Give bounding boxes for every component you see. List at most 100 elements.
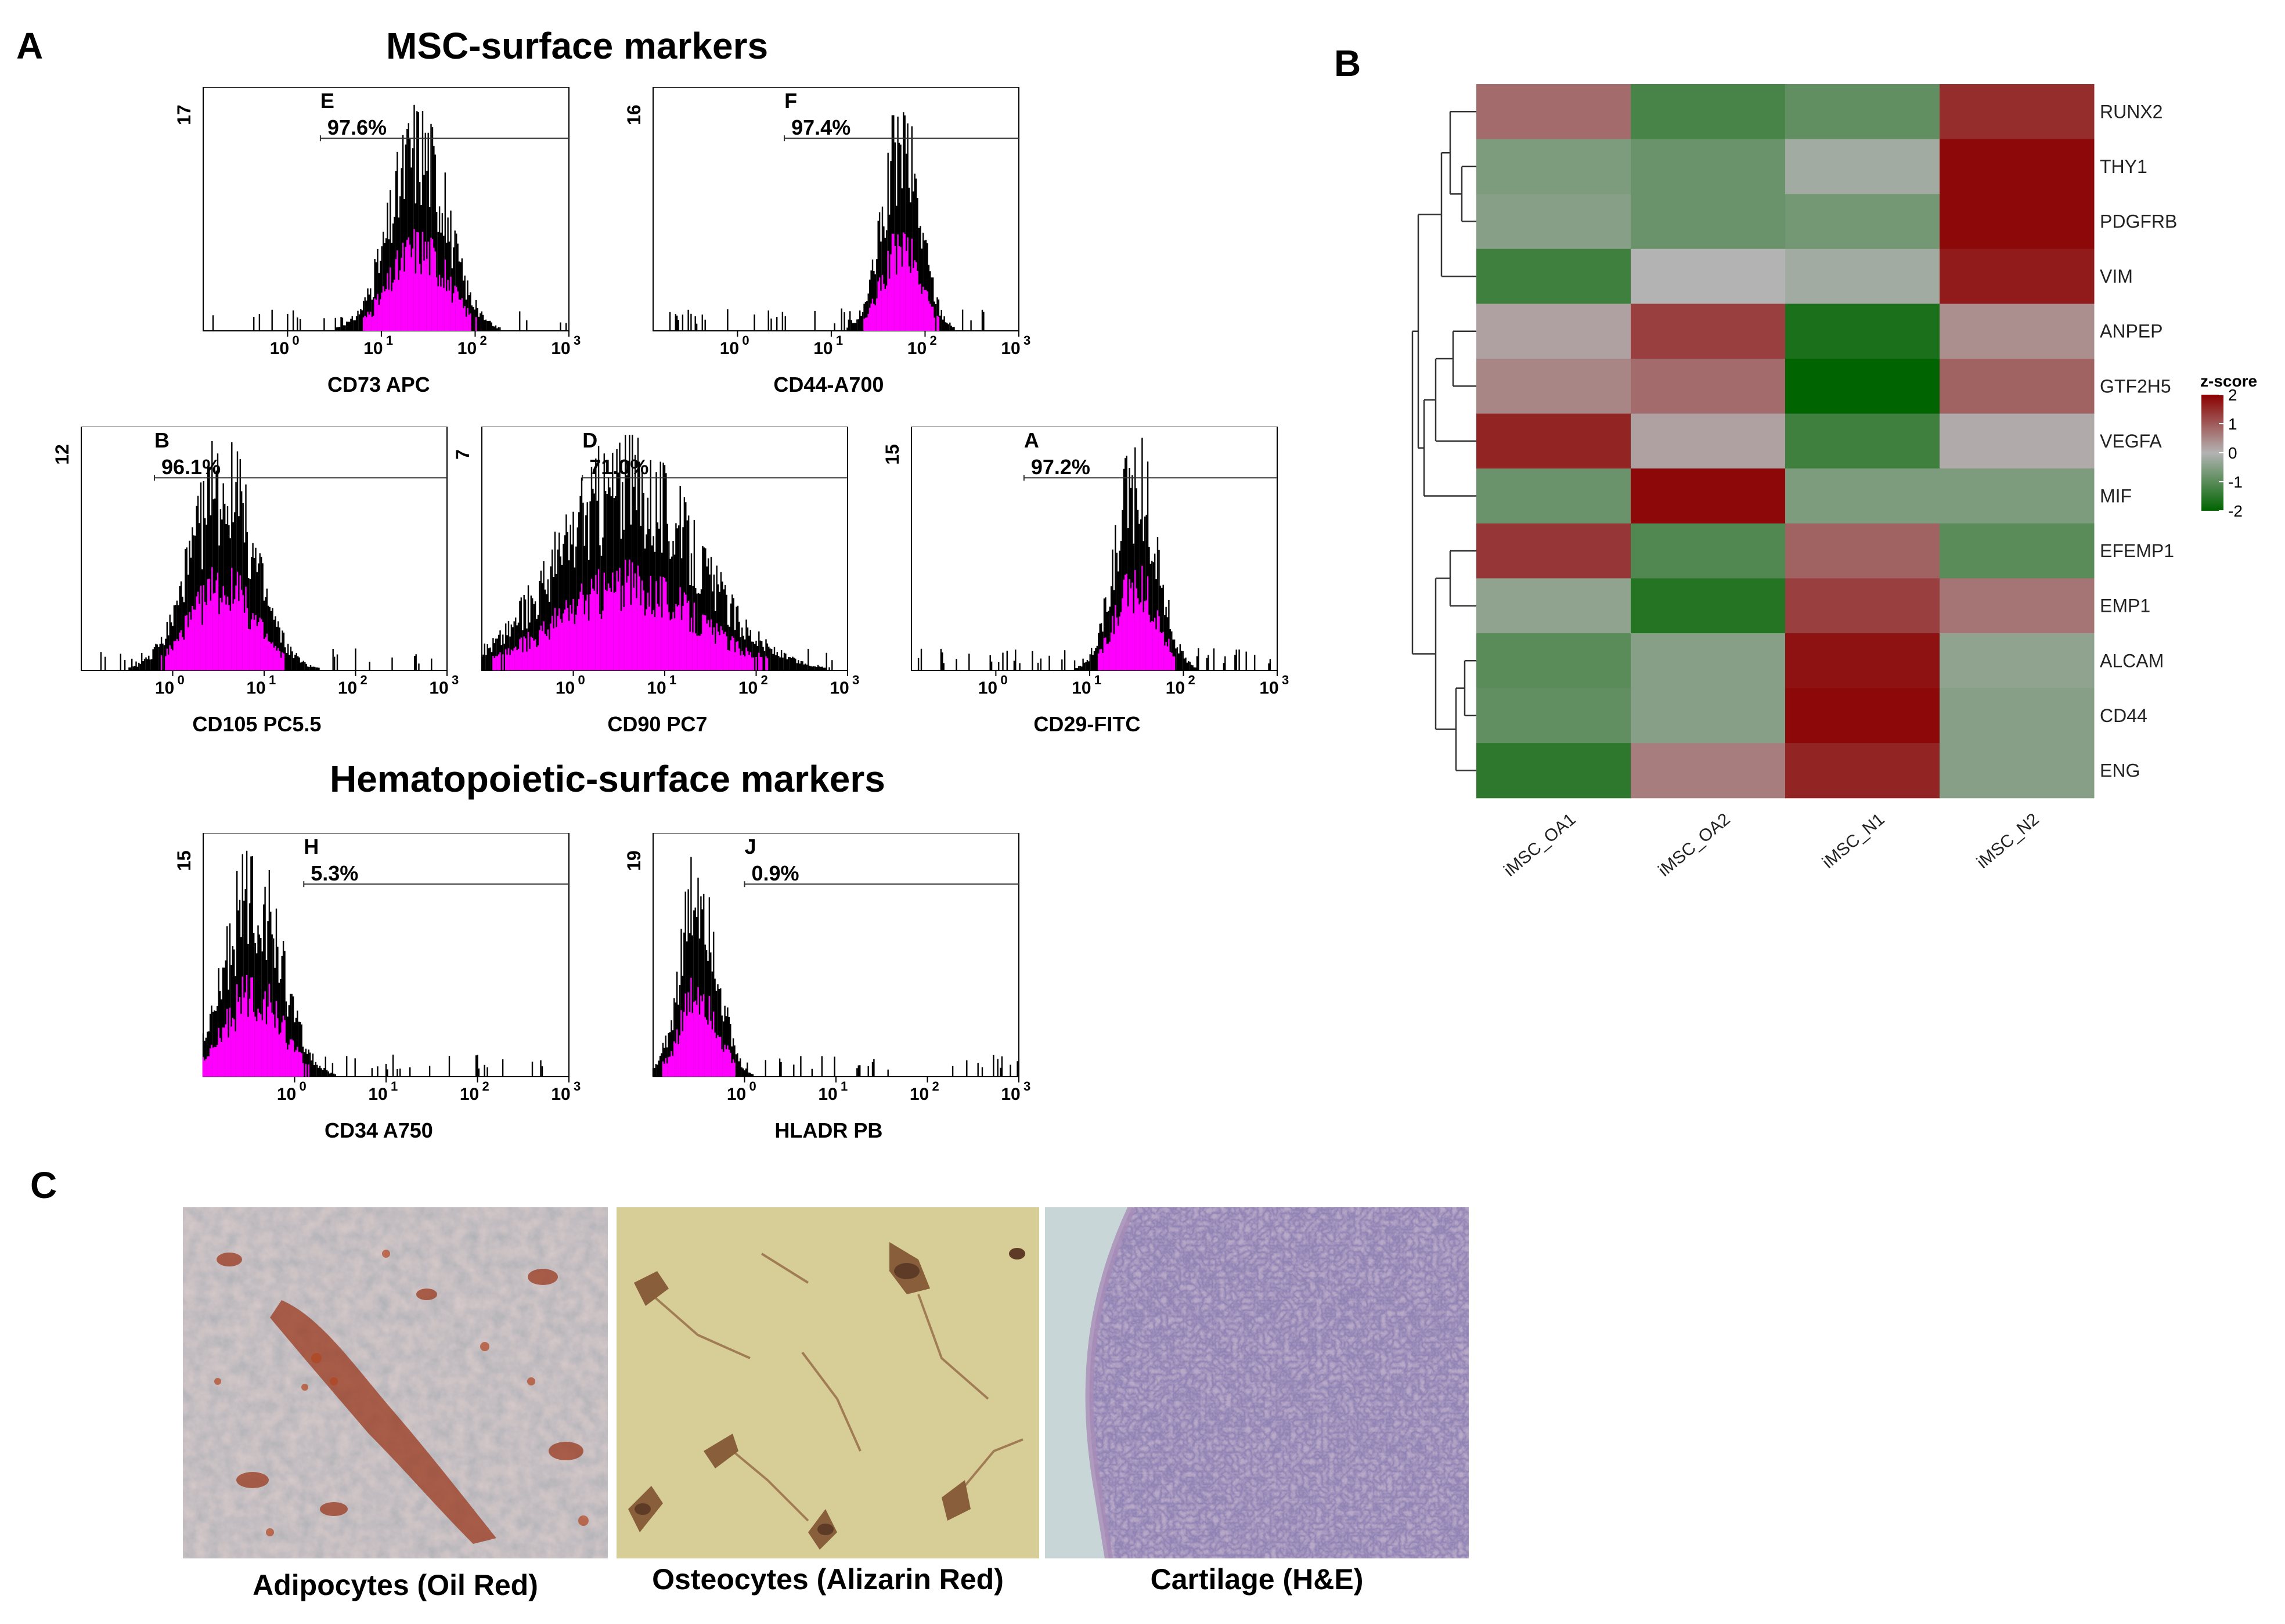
x-tick-label: 10 xyxy=(1001,1085,1020,1104)
cartilage-caption: Cartilage (H&E) xyxy=(1150,1563,1364,1596)
histogram-fill xyxy=(492,560,769,670)
histogram-fill xyxy=(160,567,285,670)
x-tick-exponent: 1 xyxy=(669,673,676,687)
row-label: ALCAM xyxy=(2100,650,2164,671)
y-max-label: 12 xyxy=(52,444,73,465)
heatmap-cell xyxy=(1785,194,1940,250)
x-tick-exponent: 2 xyxy=(932,1079,939,1094)
heatmap-cell xyxy=(1631,194,1786,250)
row-label: THY1 xyxy=(2100,156,2147,177)
column-label: iMSC_N2 xyxy=(1973,810,2043,872)
x-tick-exponent: 0 xyxy=(178,673,185,687)
x-tick-exponent: 2 xyxy=(1188,673,1195,687)
histogram-fill xyxy=(662,977,736,1077)
panel-label-b: B xyxy=(1334,42,1361,84)
row-label: CD44 xyxy=(2100,705,2147,726)
legend-tick-label: 0 xyxy=(2228,444,2237,462)
x-tick-label: 10 xyxy=(551,339,570,358)
gate-percent: 97.2% xyxy=(1031,455,1090,479)
x-tick-label: 10 xyxy=(556,679,575,698)
legend-tick-label: 1 xyxy=(2228,415,2237,433)
heatmap-cell xyxy=(1631,413,1786,469)
x-axis-label: CD34 A750 xyxy=(325,1118,433,1142)
x-tick-exponent: 2 xyxy=(929,333,936,348)
x-tick-exponent: 2 xyxy=(361,673,367,687)
gate-letter: F xyxy=(784,89,797,113)
gate-letter: E xyxy=(320,89,334,113)
x-tick-exponent: 0 xyxy=(300,1079,307,1094)
heatmap-cell xyxy=(1476,194,1631,250)
heatmap-cell xyxy=(1785,743,1940,799)
x-tick-exponent: 3 xyxy=(452,673,459,687)
row-dendrogram xyxy=(1411,111,1476,771)
histogram-bars xyxy=(481,435,833,670)
x-tick-exponent: 2 xyxy=(761,673,768,687)
x-axis-label: CD73 APC xyxy=(327,373,430,396)
x-axis-label: HLADR PB xyxy=(774,1118,882,1142)
heatmap-cell xyxy=(1940,688,2095,744)
x-tick-label: 10 xyxy=(647,679,666,698)
heatmap-cell xyxy=(1940,248,2095,304)
heatmap-cell xyxy=(1785,578,1940,634)
x-tick-exponent: 3 xyxy=(1023,1079,1030,1094)
panel-label-c: C xyxy=(30,1164,57,1206)
y-max-label: 15 xyxy=(174,850,194,871)
y-max-label: 15 xyxy=(882,444,903,465)
heatmap-cell xyxy=(1940,413,2095,469)
x-tick-label: 10 xyxy=(429,679,448,698)
x-axis-label: CD29-FITC xyxy=(1033,712,1140,736)
heatmap-cell xyxy=(1631,633,1786,689)
gate-percent: 0.9% xyxy=(752,861,799,885)
osteocytes-caption: Osteocytes (Alizarin Red) xyxy=(652,1563,1004,1596)
x-tick-exponent: 0 xyxy=(292,333,299,348)
row-label: EFEMP1 xyxy=(2100,540,2174,561)
column-label: iMSC_OA1 xyxy=(1500,810,1579,880)
histogram-bars xyxy=(669,112,985,331)
heatmap-cell xyxy=(1631,688,1786,744)
heatmap-cell xyxy=(1476,633,1631,689)
x-tick-exponent: 1 xyxy=(269,673,276,687)
x-tick-label: 10 xyxy=(1001,339,1020,358)
heatmap-cell xyxy=(1940,633,2095,689)
osteocytes-alizarin-red-image xyxy=(617,1207,1039,1558)
heatmap-cell xyxy=(1476,139,1631,194)
histogram-bars xyxy=(100,441,433,670)
gate-percent: 71.0% xyxy=(589,455,648,479)
heatmap-cell xyxy=(1631,743,1786,799)
gate-percent: 5.3% xyxy=(311,861,358,885)
heatmap-cell xyxy=(1631,248,1786,304)
y-max-label: 7 xyxy=(452,449,473,460)
heatmap-cell xyxy=(1631,523,1786,579)
heatmap-cell xyxy=(1476,578,1631,634)
x-axis-label: CD90 PC7 xyxy=(607,712,707,736)
histogram-bars xyxy=(202,850,543,1077)
heatmap-cell xyxy=(1476,359,1631,414)
heatmap-cell xyxy=(1476,84,1631,140)
x-tick-label: 10 xyxy=(978,679,997,698)
x-tick-exponent: 0 xyxy=(749,1079,756,1094)
legend-title: z-score xyxy=(2200,372,2257,390)
legend-tick-label: 2 xyxy=(2228,386,2237,404)
row-label: PDGFRB xyxy=(2100,211,2177,232)
row-label: VIM xyxy=(2100,266,2133,287)
plot-frame xyxy=(653,87,1019,331)
gate-letter: D xyxy=(582,428,597,452)
x-tick-label: 10 xyxy=(270,339,289,358)
hematopoietic-markers-title: Hematopoietic-surface markers xyxy=(330,758,885,800)
row-label: VEGFA xyxy=(2100,431,2162,452)
x-tick-label: 10 xyxy=(368,1085,387,1104)
heatmap-cell xyxy=(1940,743,2095,799)
x-tick-label: 10 xyxy=(457,339,477,358)
histogram-fill xyxy=(1098,565,1176,670)
heatmap-cell xyxy=(1940,578,2095,634)
x-tick-label: 10 xyxy=(907,339,927,358)
histogram-cd105: B 96.1% 12 10 0 10 1 10 2 10 3 CD105 PC5.5 xyxy=(52,427,459,736)
heatmap-cell xyxy=(1631,304,1786,359)
heatmap-cell xyxy=(1631,84,1786,140)
x-tick-exponent: 3 xyxy=(1023,333,1030,348)
